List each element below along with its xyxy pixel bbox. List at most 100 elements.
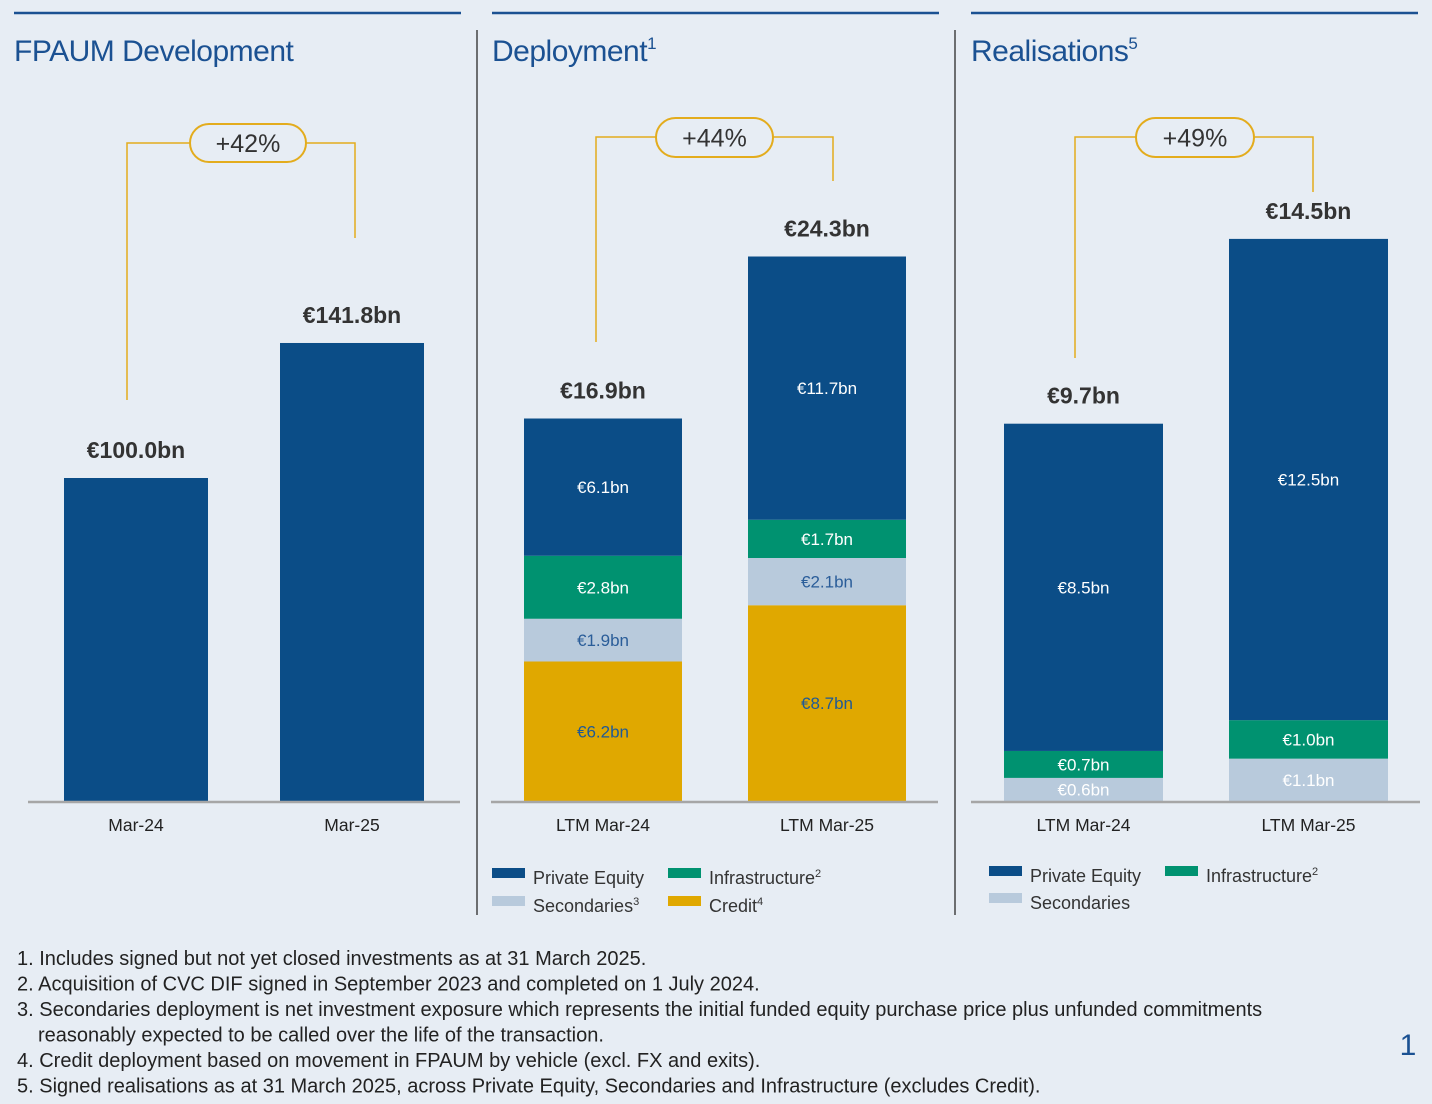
segment-label: €8.5bn — [1058, 578, 1110, 597]
bar-segment-credit — [748, 605, 906, 801]
legend-item-secondaries: Secondaries3 — [492, 896, 639, 916]
bar-segment-infrastructure — [524, 555, 682, 619]
bar-segment-credit — [524, 661, 682, 801]
page-number: 1 — [1400, 1029, 1417, 1062]
segment-label: €2.8bn — [577, 578, 629, 597]
bracket-right-line — [1254, 136, 1314, 192]
footnote: 1. Includes signed but not yet closed in… — [17, 948, 646, 970]
chart-title-deployment: Deployment1 — [492, 34, 656, 68]
legend-item-infrastructure: Infrastructure2 — [668, 868, 821, 888]
legend-item-infrastructure: Infrastructure2 — [1165, 866, 1318, 886]
bracket-left-line — [126, 142, 190, 400]
legend-swatch — [668, 868, 701, 878]
legend-swatch — [492, 868, 525, 878]
growth-label: +44% — [682, 125, 747, 153]
legend-item-secondaries: Secondaries — [989, 893, 1130, 913]
total-label: €9.7bn — [1047, 383, 1120, 409]
x-tick-label: LTM Mar-24 — [1037, 815, 1131, 835]
x-tick-label: Mar-25 — [324, 815, 379, 835]
x-tick-label: LTM Mar-25 — [1262, 815, 1356, 835]
bar-segment-secondaries — [1004, 777, 1163, 801]
growth-label: +49% — [1163, 125, 1228, 153]
segment-label: €12.5bn — [1278, 471, 1339, 490]
segment-label: €1.1bn — [1283, 771, 1335, 790]
legend-item-private_equity: Private Equity — [492, 868, 644, 888]
legend-label: Infrastructure2 — [1206, 866, 1318, 886]
growth-bracket: +49% — [1074, 117, 1314, 358]
segment-label: €0.6bn — [1058, 780, 1110, 799]
bracket-left-line — [1074, 136, 1136, 358]
legend-swatch — [492, 896, 525, 906]
segment-label: €0.7bn — [1058, 755, 1110, 774]
bracket-left-line — [595, 136, 656, 342]
total-label: €141.8bn — [303, 302, 401, 328]
panel-dividers — [476, 30, 956, 915]
bar-stack-0: €0.6bn €0.7bn €8.5bn €9.7bn LTM Mar-24 — [1004, 383, 1163, 835]
growth-pill — [189, 123, 307, 163]
bar-stack-1: €141.8bn Mar-25 — [280, 302, 424, 835]
segment-label: €2.1bn — [801, 573, 853, 592]
bar-stack-0: €100.0bn Mar-24 — [64, 437, 208, 835]
legend-2: Private Equity Infrastructure2 Secondaries — [989, 866, 1318, 913]
bar-segment-private_equity — [1004, 423, 1163, 751]
legend-label: Secondaries — [1030, 893, 1130, 913]
footnote: 4. Credit deployment based on movement i… — [17, 1050, 760, 1072]
chart-1: €6.2bn €1.9bn €2.8bn €6.1bn €16.9bn LTM Mar-2… — [491, 117, 938, 835]
footnotes: 1. Includes signed but not yet closed in… — [17, 948, 1262, 1098]
total-label: €14.5bn — [1266, 198, 1352, 224]
footnote: 5. Signed realisations as at 31 March 20… — [17, 1076, 1040, 1098]
bar-stack-0: €6.2bn €1.9bn €2.8bn €6.1bn €16.9bn LTM Mar-2… — [524, 378, 682, 835]
total-label: €100.0bn — [87, 437, 185, 463]
legend-swatch — [1165, 866, 1198, 876]
growth-bracket: +44% — [595, 117, 834, 342]
legend-item-private_equity: Private Equity — [989, 866, 1141, 886]
chart-title-realisations: Realisations5 — [971, 34, 1137, 68]
segment-label: €11.7bn — [797, 379, 857, 398]
legend-swatch — [989, 893, 1022, 903]
chart-title-fpaum: FPAUM Development — [14, 35, 295, 68]
total-label: €16.9bn — [560, 378, 646, 404]
x-tick-label: LTM Mar-25 — [780, 815, 874, 835]
chart-0: €100.0bn Mar-24 €141.8bn Mar-25 +42% — [28, 123, 460, 835]
bar-segment-private_equity — [1229, 238, 1388, 721]
bar-stack-1: €1.1bn €1.0bn €12.5bn €14.5bn LTM Mar-25 — [1229, 198, 1388, 835]
segment-label: €8.7bn — [801, 694, 853, 713]
bar-segment-private_equity — [64, 478, 208, 801]
bracket-right-line — [773, 136, 834, 181]
legend-swatch — [668, 896, 701, 906]
legend-label: Secondaries3 — [533, 896, 639, 916]
growth-bracket: +42% — [126, 123, 356, 400]
growth-label: +42% — [216, 130, 281, 158]
chart-2: €0.6bn €0.7bn €8.5bn €9.7bn LTM Mar-24 €1.1bn… — [971, 117, 1420, 835]
bar-segment-private_equity — [748, 256, 906, 520]
segment-label: €6.1bn — [577, 478, 629, 497]
bar-segment-secondaries — [1229, 758, 1388, 801]
bar-stack-1: €8.7bn €2.1bn €1.7bn €11.7bn €24.3bn LTM Mar-… — [748, 216, 906, 835]
growth-pill — [655, 117, 774, 158]
bar-segment-private_equity — [524, 418, 682, 556]
bar-segment-private_equity — [280, 342, 424, 801]
legend-swatch — [989, 866, 1022, 876]
legend-label: Private Equity — [533, 868, 644, 888]
bar-segment-secondaries — [524, 618, 682, 662]
segment-label: €1.9bn — [577, 631, 629, 650]
legend-label: Infrastructure2 — [709, 868, 821, 888]
legend-1: Private Equity Infrastructure2 Secondaries… — [492, 868, 821, 916]
footnote: 3. Secondaries deployment is net investm… — [17, 999, 1262, 1021]
x-tick-label: LTM Mar-24 — [556, 815, 650, 835]
legend-item-credit: Credit4 — [668, 896, 763, 916]
x-tick-label: Mar-24 — [108, 815, 164, 835]
footnote: 2. Acquisition of CVC DIF signed in Sept… — [17, 974, 760, 996]
legend-label: Credit4 — [709, 896, 763, 916]
bar-segment-infrastructure — [748, 519, 906, 558]
segment-label: €1.0bn — [1283, 730, 1335, 749]
segment-label: €6.2bn — [577, 722, 629, 741]
growth-pill — [1135, 117, 1255, 158]
bracket-right-line — [306, 142, 356, 238]
segment-label: €1.7bn — [801, 530, 853, 549]
legend-label: Private Equity — [1030, 866, 1141, 886]
bar-segment-infrastructure — [1004, 750, 1163, 778]
total-label: €24.3bn — [784, 216, 870, 242]
footnote: reasonably expected to be called over th… — [38, 1025, 604, 1047]
